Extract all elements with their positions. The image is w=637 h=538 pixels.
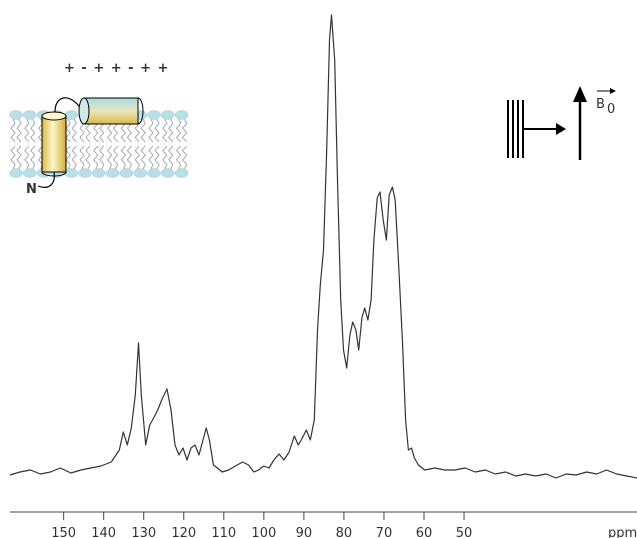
lipid-head <box>119 168 134 178</box>
lipid-tail <box>24 118 30 143</box>
x-tick-label: 60 <box>416 526 433 538</box>
x-tick-label: 80 <box>336 526 353 538</box>
lipid-tail <box>126 145 133 170</box>
charge-label: + - + + - + + <box>64 61 169 76</box>
lipid-head <box>23 168 37 178</box>
lipid-head <box>147 110 161 120</box>
lipid-head <box>9 110 23 120</box>
n-tail <box>37 171 55 188</box>
helix-top <box>41 111 67 121</box>
lipid-tail <box>16 145 22 170</box>
lipid-head <box>92 168 106 178</box>
lipid-tail <box>71 145 77 170</box>
lipid-tail <box>175 118 182 143</box>
lipid-tail <box>154 145 160 170</box>
spectrum-line <box>9 14 637 479</box>
helix-bottom <box>41 171 67 177</box>
n-terminus-label: N <box>26 182 37 197</box>
amphipathic-helix <box>83 97 139 125</box>
lipid-tail <box>148 118 154 143</box>
lipid-tail <box>181 118 188 143</box>
arrow-head <box>573 86 587 102</box>
lipid-tail <box>71 118 77 143</box>
x-tick-label: 110 <box>211 526 236 538</box>
lipid-tail <box>134 145 140 170</box>
x-tick-label: 50 <box>456 526 473 538</box>
lipid-head <box>133 168 147 178</box>
loop <box>54 97 83 113</box>
lipid-tail <box>140 118 146 143</box>
lipid-head <box>147 168 161 178</box>
helix <box>41 115 67 173</box>
lipid-head <box>161 168 175 178</box>
x-tick-label: 90 <box>296 526 313 538</box>
lipid-tail <box>134 118 140 143</box>
field-label: B <box>596 97 605 112</box>
x-tick-label: 70 <box>376 526 393 538</box>
lipid-tail <box>79 145 85 170</box>
lipid-tail <box>106 145 113 170</box>
lipid-tail <box>112 145 119 170</box>
lipid-tail <box>65 145 71 170</box>
x-tick-label: 130 <box>131 526 156 538</box>
lipid-tail <box>16 118 22 143</box>
lipid-tail <box>10 145 16 170</box>
lipid-tail <box>85 145 91 170</box>
lipid-tail <box>24 145 30 170</box>
arrow-head <box>610 88 616 94</box>
lipid-head <box>174 110 189 120</box>
lipid-tail <box>65 118 71 143</box>
lipid-tail <box>30 145 36 170</box>
lipid-tail <box>140 145 146 170</box>
lipid-tail <box>93 145 99 170</box>
x-axis-label: ppm <box>608 526 637 538</box>
lipid-tail <box>181 145 188 170</box>
membrane-illustration <box>9 97 189 188</box>
lipid-head <box>64 110 78 120</box>
lipid-tail <box>99 145 105 170</box>
lipid-tail <box>162 118 168 143</box>
helix-end <box>78 97 90 125</box>
x-tick-label: 120 <box>171 526 196 538</box>
lipid-head <box>9 168 23 178</box>
arrow-head <box>556 123 566 135</box>
lipid-tail <box>30 118 36 143</box>
lipid-tail <box>175 145 182 170</box>
helix-end <box>137 97 144 125</box>
field-symbol: B 0 <box>507 86 616 160</box>
x-tick-label: 140 <box>91 526 116 538</box>
lipid-tail <box>120 145 127 170</box>
lipid-head <box>78 168 92 178</box>
lipid-head <box>105 168 120 178</box>
field-subscript: 0 <box>607 102 615 117</box>
x-tick-label: 100 <box>251 526 276 538</box>
lipid-tail <box>10 118 16 143</box>
lipid-tail <box>168 118 174 143</box>
lipid-head <box>174 168 189 178</box>
lipid-tail <box>148 145 154 170</box>
lipid-head <box>161 110 175 120</box>
lipid-tail <box>154 118 160 143</box>
x-tick-label: 150 <box>51 526 76 538</box>
lipid-tail <box>168 145 174 170</box>
lipid-head <box>23 110 37 120</box>
lipid-tail <box>162 145 168 170</box>
lipid-head <box>64 168 78 178</box>
